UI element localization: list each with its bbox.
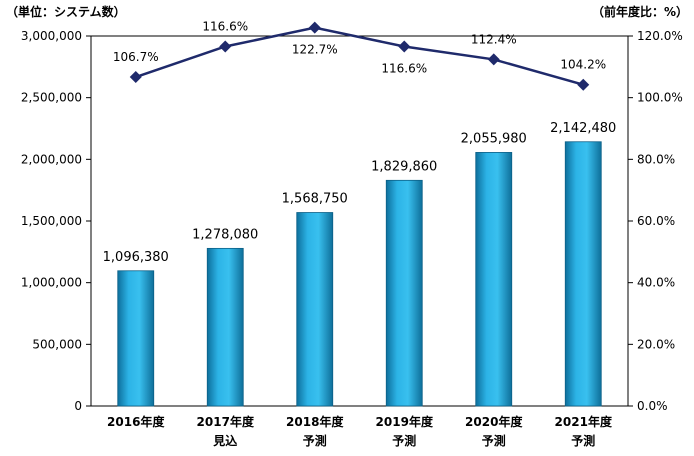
right-axis-tick-label: 60.0%	[637, 214, 675, 228]
right-axis-tick-label: 80.0%	[637, 152, 675, 166]
growth-rate-marker	[129, 71, 142, 84]
right-axis-tick-label: 120.0%	[637, 29, 683, 43]
bar-value-label: 1,829,860	[371, 159, 437, 174]
bar-value-label: 1,568,750	[282, 192, 348, 207]
growth-rate-label: 122.7%	[292, 43, 338, 57]
growth-rate-label: 112.4%	[471, 32, 517, 46]
left-axis-tick-label: 500,000	[32, 337, 82, 351]
bar	[564, 141, 602, 407]
right-axis-unit: （前年度比：%）	[592, 4, 688, 19]
right-axis-tick-label: 100.0%	[637, 91, 683, 105]
left-axis-tick-label: 1,500,000	[21, 214, 82, 228]
bar	[206, 247, 244, 407]
left-axis-tick-label: 3,000,000	[21, 29, 82, 43]
category-label: 2021年度	[555, 414, 613, 429]
category-sublabel: 予測	[392, 433, 416, 448]
right-axis-tick-label: 40.0%	[637, 276, 675, 290]
category-sublabel: 予測	[303, 433, 327, 448]
bar	[475, 152, 513, 407]
category-label: 2017年度	[197, 414, 255, 429]
category-sublabel: 見込	[212, 433, 237, 448]
category-label: 2016年度	[107, 414, 165, 429]
growth-rate-label: 116.6%	[202, 19, 248, 33]
left-axis-tick-label: 2,500,000	[21, 91, 82, 105]
growth-rate-marker	[487, 53, 500, 66]
left-axis-tick-label: 1,000,000	[21, 276, 82, 290]
category-label: 2020年度	[465, 414, 523, 429]
growth-rate-label: 116.6%	[381, 61, 427, 75]
growth-rate-label: 104.2%	[560, 58, 606, 72]
category-sublabel: 予測	[482, 433, 506, 448]
left-axis-tick-label: 0	[74, 399, 82, 413]
growth-rate-marker	[219, 40, 232, 53]
left-axis-tick-label: 2,000,000	[21, 152, 82, 166]
growth-rate-label: 106.7%	[113, 50, 159, 64]
bar	[385, 179, 423, 407]
growth-rate-marker	[308, 21, 321, 34]
left-axis-unit: （単位：システム数）	[6, 4, 126, 19]
bar-value-label: 1,096,380	[103, 250, 169, 265]
bar	[296, 212, 334, 407]
bar	[117, 270, 155, 407]
right-axis-tick-label: 20.0%	[637, 337, 675, 351]
growth-rate-line	[135, 26, 584, 86]
bar-value-label: 2,055,980	[461, 131, 527, 146]
category-sublabel: 予測	[571, 433, 595, 448]
bar-value-label: 1,278,080	[192, 227, 258, 242]
bar-value-label: 2,142,480	[550, 121, 616, 136]
growth-rate-marker	[577, 78, 590, 91]
right-axis-tick-label: 0.0%	[637, 399, 668, 413]
category-label: 2018年度	[286, 414, 344, 429]
category-label: 2019年度	[376, 414, 434, 429]
plot-frame	[90, 35, 629, 407]
growth-rate-marker	[398, 40, 411, 53]
